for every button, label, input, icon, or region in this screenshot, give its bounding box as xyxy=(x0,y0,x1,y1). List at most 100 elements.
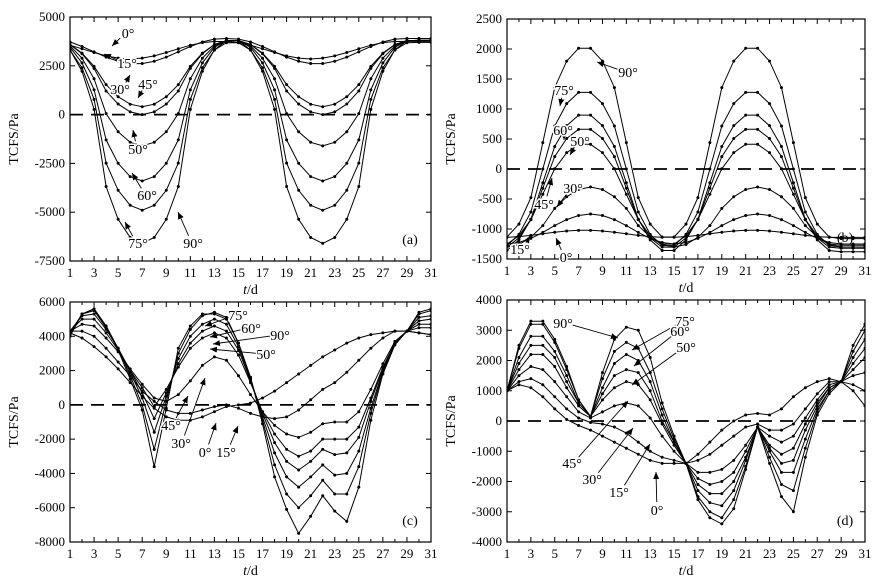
data-point xyxy=(128,203,132,207)
data-point xyxy=(176,393,180,397)
data-point xyxy=(104,331,108,335)
data-point xyxy=(92,77,96,81)
y-tick-label: -2500 xyxy=(35,155,65,170)
data-point xyxy=(104,184,108,188)
data-point xyxy=(660,244,664,248)
data-point xyxy=(333,437,337,441)
y-tick-label: -500 xyxy=(478,191,502,206)
data-point xyxy=(381,61,385,65)
data-point xyxy=(768,59,772,63)
x-axis-label-unit: /d xyxy=(683,281,694,296)
data-point xyxy=(791,489,795,493)
data-point xyxy=(589,228,593,232)
data-point xyxy=(708,181,712,185)
plot-frame xyxy=(69,16,432,262)
data-point xyxy=(224,358,228,362)
data-point xyxy=(285,89,289,93)
data-point xyxy=(851,237,855,241)
data-point xyxy=(720,155,724,159)
data-point xyxy=(553,155,557,159)
data-point xyxy=(732,507,736,511)
data-point xyxy=(600,398,604,402)
annotation-label: 75° xyxy=(128,237,148,252)
data-point xyxy=(648,238,652,242)
data-point xyxy=(708,440,712,444)
data-point xyxy=(768,124,772,128)
data-point xyxy=(369,66,373,70)
data-point xyxy=(80,66,84,70)
x-tick-label: 27 xyxy=(376,546,390,561)
annotation-arrow xyxy=(208,422,217,445)
data-point xyxy=(553,380,557,384)
data-point xyxy=(357,465,361,469)
series-30deg xyxy=(507,365,865,474)
data-point xyxy=(357,138,361,142)
data-point xyxy=(612,155,616,159)
data-point xyxy=(321,105,325,109)
data-point xyxy=(779,155,783,159)
data-point xyxy=(405,329,409,333)
data-point xyxy=(297,188,301,192)
data-point xyxy=(863,346,865,350)
data-point xyxy=(188,379,192,383)
data-point xyxy=(369,333,373,337)
annotation-label: 30° xyxy=(110,83,130,98)
data-point xyxy=(200,66,204,70)
data-point xyxy=(128,62,132,66)
x-tick-label: 31 xyxy=(859,263,872,278)
data-point xyxy=(529,365,533,369)
data-point xyxy=(839,380,843,384)
y-tick-label: 2000 xyxy=(476,353,502,368)
data-point xyxy=(405,39,409,43)
data-point xyxy=(768,413,772,417)
data-point xyxy=(696,210,700,214)
data-point xyxy=(541,230,545,234)
data-point xyxy=(309,459,313,463)
data-point xyxy=(164,217,168,221)
data-point xyxy=(164,130,168,134)
x-axis-label: t/d xyxy=(243,564,258,579)
annotation-label: 15° xyxy=(510,243,530,258)
data-point xyxy=(152,54,156,58)
data-point xyxy=(224,39,228,43)
data-point xyxy=(140,105,144,109)
data-point xyxy=(321,355,325,359)
data-point xyxy=(369,411,373,415)
data-point xyxy=(612,86,616,90)
data-point xyxy=(128,102,132,106)
data-point xyxy=(152,175,156,179)
data-point xyxy=(164,102,168,106)
data-point xyxy=(672,244,676,248)
annotation-arrow xyxy=(624,443,651,486)
x-tick-label: 23 xyxy=(328,265,341,280)
annotation-label: 15° xyxy=(117,57,137,72)
data-point xyxy=(565,102,569,106)
data-point xyxy=(720,230,724,234)
data-point xyxy=(779,195,783,199)
data-point xyxy=(768,461,772,465)
data-point xyxy=(261,61,265,65)
data-point xyxy=(104,161,108,165)
data-point xyxy=(672,248,676,252)
data-point xyxy=(624,186,628,190)
data-point xyxy=(381,372,385,376)
data-point xyxy=(104,83,108,87)
data-point xyxy=(600,188,604,192)
data-point xyxy=(70,45,72,49)
data-point xyxy=(648,232,652,236)
data-point xyxy=(577,46,581,50)
data-point xyxy=(803,428,807,432)
data-point xyxy=(660,235,664,239)
data-point xyxy=(381,40,385,44)
data-point xyxy=(80,312,84,316)
data-point xyxy=(636,224,640,228)
data-point xyxy=(128,140,132,144)
data-point xyxy=(321,56,325,60)
data-point xyxy=(333,175,337,179)
data-point xyxy=(517,362,521,366)
data-point xyxy=(803,224,807,228)
data-point xyxy=(212,37,216,41)
data-point xyxy=(791,186,795,190)
data-point xyxy=(541,395,545,399)
data-point xyxy=(791,167,795,171)
